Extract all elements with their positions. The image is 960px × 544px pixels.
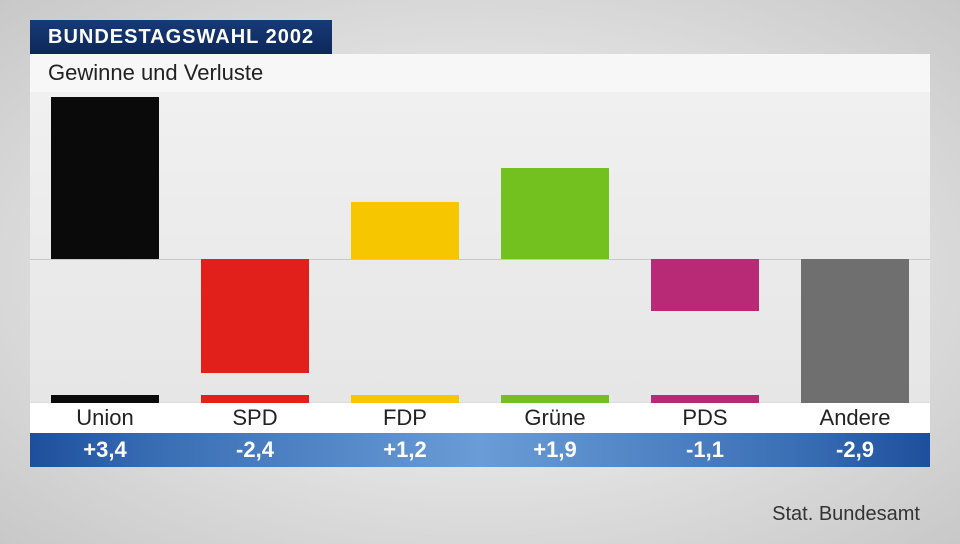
bar bbox=[51, 97, 159, 259]
header-title: BUNDESTAGSWAHL 2002 bbox=[48, 26, 314, 49]
bar bbox=[351, 202, 459, 259]
value-label: -1,1 bbox=[630, 433, 780, 467]
value-label: +1,2 bbox=[330, 433, 480, 467]
subtitle-band: Gewinne und Verluste bbox=[30, 54, 930, 92]
value-row: +3,4-2,4+1,2+1,9-1,1-2,9 bbox=[30, 433, 930, 467]
bar bbox=[801, 259, 909, 397]
bar-plot bbox=[30, 92, 930, 402]
category-label: SPD bbox=[180, 403, 330, 433]
value-label: -2,4 bbox=[180, 433, 330, 467]
category-tick bbox=[801, 395, 909, 403]
bar bbox=[501, 168, 609, 259]
category-label: Grüne bbox=[480, 403, 630, 433]
value-label: +1,9 bbox=[480, 433, 630, 467]
bar bbox=[201, 259, 309, 373]
chart-area: UnionSPDFDPGrünePDSAndere +3,4-2,4+1,2+1… bbox=[30, 92, 930, 484]
category-label: Andere bbox=[780, 403, 930, 433]
value-label: +3,4 bbox=[30, 433, 180, 467]
category-tick bbox=[51, 395, 159, 403]
category-label: Union bbox=[30, 403, 180, 433]
category-label: PDS bbox=[630, 403, 780, 433]
category-tick bbox=[351, 395, 459, 403]
category-tick bbox=[651, 395, 759, 403]
subtitle-text: Gewinne und Verluste bbox=[48, 60, 263, 86]
page-root: BUNDESTAGSWAHL 2002 Gewinne und Verluste… bbox=[0, 0, 960, 544]
bar bbox=[651, 259, 759, 311]
category-tick bbox=[201, 395, 309, 403]
category-label: FDP bbox=[330, 403, 480, 433]
header-band: BUNDESTAGSWAHL 2002 bbox=[30, 20, 332, 54]
category-label-row: UnionSPDFDPGrünePDSAndere bbox=[30, 402, 930, 433]
value-label: -2,9 bbox=[780, 433, 930, 467]
category-tick bbox=[501, 395, 609, 403]
baseline bbox=[30, 259, 930, 260]
source-attribution: Stat. Bundesamt bbox=[772, 503, 920, 526]
